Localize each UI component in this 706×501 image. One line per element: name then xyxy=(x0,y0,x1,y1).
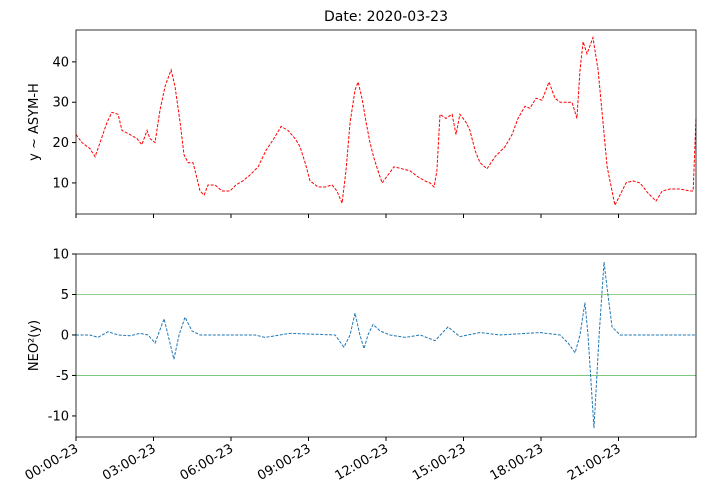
data-line xyxy=(76,262,696,429)
y-tick-label: 30 xyxy=(52,96,69,111)
y-tick-label: 10 xyxy=(52,248,69,263)
y-tick-label: 0 xyxy=(61,328,69,343)
y-axis-label: y ~ ASYM-H xyxy=(27,83,42,161)
x-tick-label: 21:00-23 xyxy=(565,441,623,483)
x-tick-label: 09:00-23 xyxy=(255,441,313,483)
y-tick-label: 10 xyxy=(52,176,69,191)
y-tick-label: 5 xyxy=(61,288,69,303)
x-tick-label: 00:00-23 xyxy=(23,441,81,483)
plot-frame xyxy=(75,29,697,215)
x-tick-label: 12:00-23 xyxy=(333,441,391,483)
y-tick-label: -5 xyxy=(56,369,69,384)
chart-title: Date: 2020-03-23 xyxy=(324,9,448,25)
x-tick-label: 03:00-23 xyxy=(100,441,158,483)
x-tick-label: 15:00-23 xyxy=(410,441,468,483)
x-tick-label: 06:00-23 xyxy=(178,441,236,483)
y-tick-label: 40 xyxy=(52,55,69,70)
y-tick-label: -10 xyxy=(48,409,69,424)
y-tick-label: 20 xyxy=(52,136,69,151)
y-axis-label: NEO²(y) xyxy=(27,320,42,371)
x-tick-label: 18:00-23 xyxy=(488,441,546,483)
plot-frame xyxy=(75,253,697,438)
data-line xyxy=(75,35,697,207)
